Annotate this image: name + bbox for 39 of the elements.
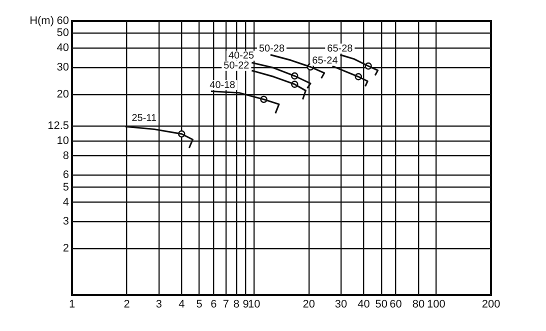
x-tick-label: 30 (334, 298, 348, 311)
y-tick-label: 60 (56, 15, 69, 28)
y-tick-label: 5 (62, 181, 69, 194)
x-tick-label: 1 (68, 298, 76, 311)
y-tick-label: 6 (62, 169, 69, 182)
x-tick-label: 4 (178, 298, 185, 311)
x-tick-label: 2 (124, 298, 130, 311)
annotation: 65-28 (327, 43, 354, 54)
x-tick-label: 200 (482, 298, 500, 311)
y-tick-label: 3 (62, 216, 69, 228)
annotation: 40-25 (228, 50, 254, 62)
x-tick-label: 5 (196, 298, 202, 311)
x-tick-label: 7 (222, 298, 229, 311)
y-tick-label: 8 (62, 150, 69, 162)
y-tick-label: 30 (56, 61, 69, 74)
x-tick-label: 60 (390, 298, 402, 311)
annotation: 25-11 (132, 113, 157, 124)
y-tick-label: 12.5 (48, 120, 69, 132)
x-tick-label: 40 (358, 298, 370, 311)
y-tick-label: 20 (56, 88, 69, 101)
annotation: 50-22 (224, 60, 250, 72)
x-tick-label: 6 (210, 298, 217, 311)
annotation: 50-28 (258, 43, 285, 54)
x-tick-label: 10 (248, 298, 260, 311)
y-axis-title: H(m) (30, 15, 54, 28)
x-tick-label: 50 (375, 298, 388, 311)
x-tick-label: 20 (302, 298, 316, 311)
x-tick-label: 3 (156, 298, 162, 311)
x-tick-label: 9 (242, 298, 249, 311)
x-tick-label: 8 (233, 298, 240, 311)
x-tick-label: 100 (427, 298, 446, 311)
x-tick-label: 80 (412, 298, 425, 311)
annotation: 40-18 (210, 80, 236, 91)
y-tick-label: 10 (56, 134, 69, 147)
y-tick-label: 50 (56, 27, 69, 40)
y-tick-label: 40 (56, 42, 69, 54)
annotation: 65-24 (312, 56, 338, 67)
y-tick-label: 4 (62, 196, 69, 208)
y-tick-label: 2 (62, 242, 69, 255)
